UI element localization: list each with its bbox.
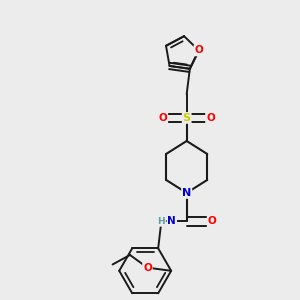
Text: O: O: [208, 216, 216, 226]
Text: S: S: [183, 113, 191, 123]
Text: N: N: [182, 188, 191, 198]
Text: O: O: [194, 45, 203, 56]
Text: O: O: [143, 262, 152, 273]
Text: O: O: [206, 113, 215, 123]
Text: O: O: [158, 113, 167, 123]
Text: N: N: [167, 216, 176, 226]
Text: H: H: [158, 217, 165, 226]
